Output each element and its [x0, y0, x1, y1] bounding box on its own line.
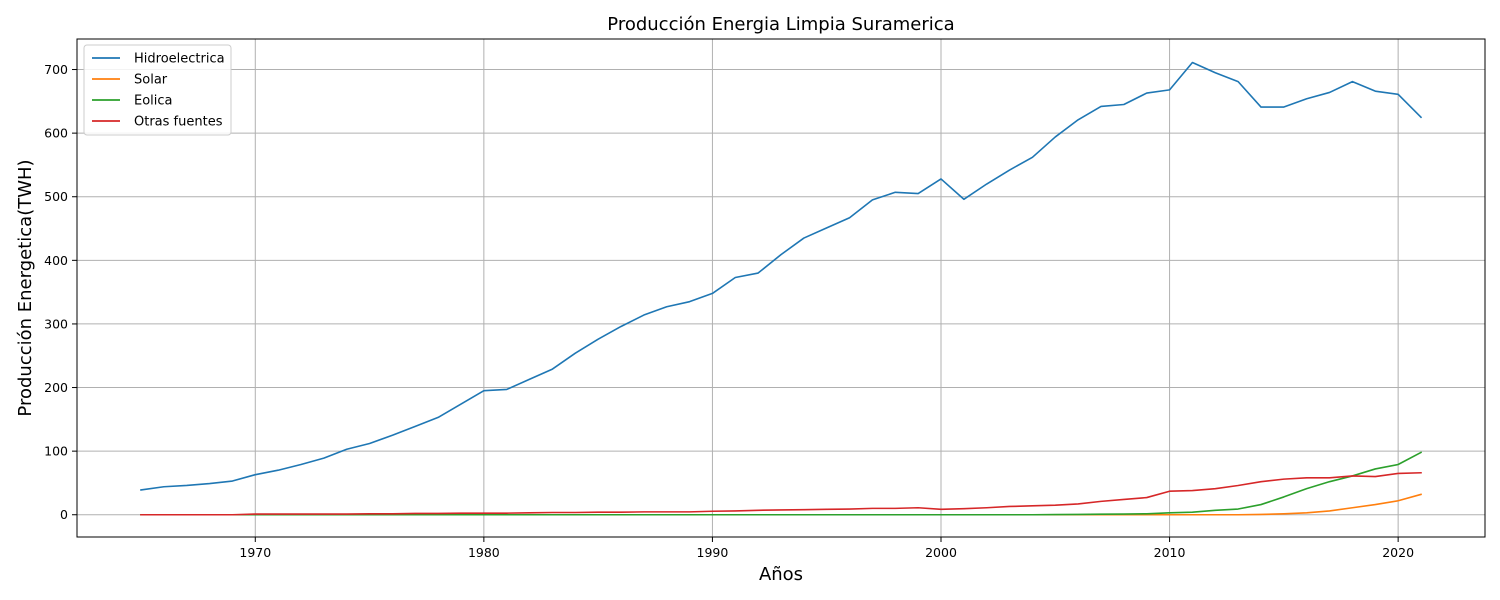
y-tick-label: 400 — [44, 253, 68, 268]
y-axis-ticks: 0 100 200 300 400 500 600 700 — [44, 62, 77, 522]
legend-label-solar: Solar — [134, 73, 168, 88]
x-tick-label: 2020 — [1382, 545, 1414, 560]
chart-title: Producción Energia Limpia Suramerica — [607, 14, 954, 35]
x-tick-label: 2000 — [925, 545, 957, 560]
series-layer — [140, 61, 1423, 516]
plot-frame — [76, 38, 1486, 538]
legend: Hidroelectrica Solar Eolica Otras fuentes — [83, 44, 232, 136]
series-line-solar — [140, 493, 1422, 516]
legend-label-otras-fuentes: Otras fuentes — [134, 115, 223, 130]
y-tick-label: 500 — [44, 189, 68, 204]
series-line-hidroelectrica — [140, 61, 1423, 491]
legend-label-hidroelectrica: Hidroelectrica — [134, 52, 225, 67]
series-line-eolica — [140, 451, 1423, 516]
y-tick-label: 600 — [44, 126, 68, 141]
y-axis-title: Producción Energetica(TWH) — [15, 159, 36, 416]
y-tick-label: 100 — [44, 444, 68, 459]
series-line-otras-fuentes — [140, 471, 1422, 516]
grid — [77, 39, 1485, 537]
y-tick-label: 0 — [60, 507, 68, 522]
x-tick-label: 2010 — [1154, 545, 1186, 560]
legend-box — [83, 44, 232, 136]
y-tick-label: 200 — [44, 380, 68, 395]
x-axis-ticks: 1970 1980 1990 2000 2010 2020 — [239, 537, 1414, 560]
x-tick-label: 1990 — [697, 545, 729, 560]
x-axis-title: Años — [759, 564, 803, 585]
x-tick-label: 1980 — [468, 545, 500, 560]
y-tick-label: 300 — [44, 316, 68, 331]
legend-label-eolica: Eolica — [134, 94, 173, 109]
y-tick-label: 700 — [44, 62, 68, 77]
x-tick-label: 1970 — [239, 545, 271, 560]
